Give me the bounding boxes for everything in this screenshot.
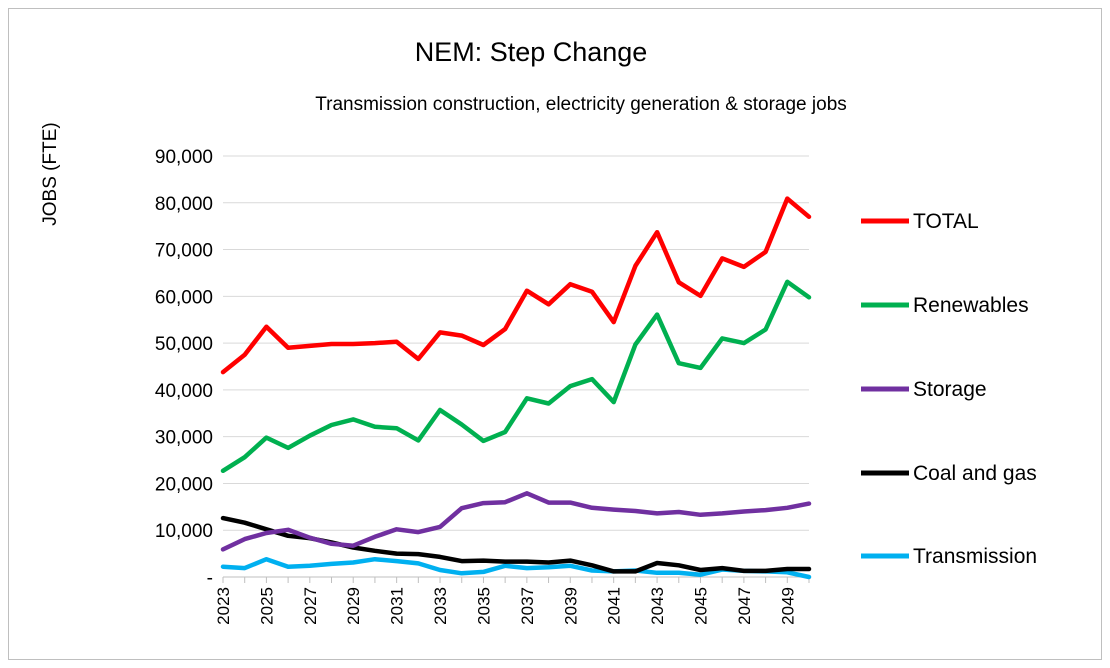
y-tick-label: 80,000 — [155, 194, 213, 215]
y-tick-label: 30,000 — [155, 428, 213, 449]
line-chart: NEM: Step Change Transmission constructi… — [40, 37, 1037, 625]
y-tick-label: 90,000 — [155, 147, 213, 168]
y-tick-label: 60,000 — [155, 287, 213, 308]
x-tick-label: 2049 — [778, 587, 797, 625]
series-line-renewables — [220, 279, 812, 474]
chart-subtitle: Transmission construction, electricity g… — [315, 94, 847, 115]
y-tick-label: 20,000 — [155, 474, 213, 495]
x-tick-label: 2047 — [735, 587, 754, 625]
x-axis: 2023 2025 2027 2029 2031 2033 2035 2037 2039 2041… — [214, 576, 810, 625]
y-tick-label: 50,000 — [155, 334, 213, 355]
legend-label-total: TOTAL — [913, 210, 979, 233]
x-tick-label: 2033 — [431, 587, 450, 625]
x-tick-label: 2045 — [691, 587, 710, 625]
legend-label-storage: Storage — [913, 378, 987, 401]
chart-title: NEM: Step Change — [415, 37, 648, 67]
x-tick-label: 2043 — [648, 587, 667, 625]
x-tick-label: 2035 — [474, 587, 493, 625]
y-axis: - 10,000 20,000 30,000 40,000 50,000 60,000 70,… — [155, 147, 213, 589]
legend-label-renewables: Renewables — [913, 294, 1029, 317]
series-line-coal-and-gas — [220, 515, 812, 574]
chart-frame: NEM: Step Change Transmission constructi… — [8, 8, 1102, 660]
x-tick-label: 2031 — [388, 587, 407, 625]
x-tick-label: 2025 — [257, 587, 276, 625]
x-tick-label: 2029 — [344, 587, 363, 625]
series-line-total — [220, 196, 812, 375]
legend: TOTAL Renewables Storage Coal and gas Transm… — [861, 210, 1037, 568]
x-tick-label: 2023 — [214, 587, 233, 625]
y-tick-label: 70,000 — [155, 241, 213, 262]
x-tick-label: 2039 — [561, 587, 580, 625]
series-line-storage — [220, 491, 812, 552]
y-axis-title: JOBS (FTE) — [40, 122, 61, 225]
y-tick-label: 40,000 — [155, 381, 213, 402]
x-tick-label: 2041 — [605, 587, 624, 625]
y-tick-label: - — [207, 568, 213, 589]
y-tick-label: 10,000 — [155, 521, 213, 542]
series-line-transmission — [220, 556, 812, 580]
x-tick-label: 2027 — [301, 587, 320, 625]
x-tick-label: 2037 — [518, 587, 537, 625]
legend-label-transmission: Transmission — [913, 545, 1037, 568]
legend-label-coal-and-gas: Coal and gas — [913, 462, 1037, 485]
series-lines — [220, 196, 812, 580]
